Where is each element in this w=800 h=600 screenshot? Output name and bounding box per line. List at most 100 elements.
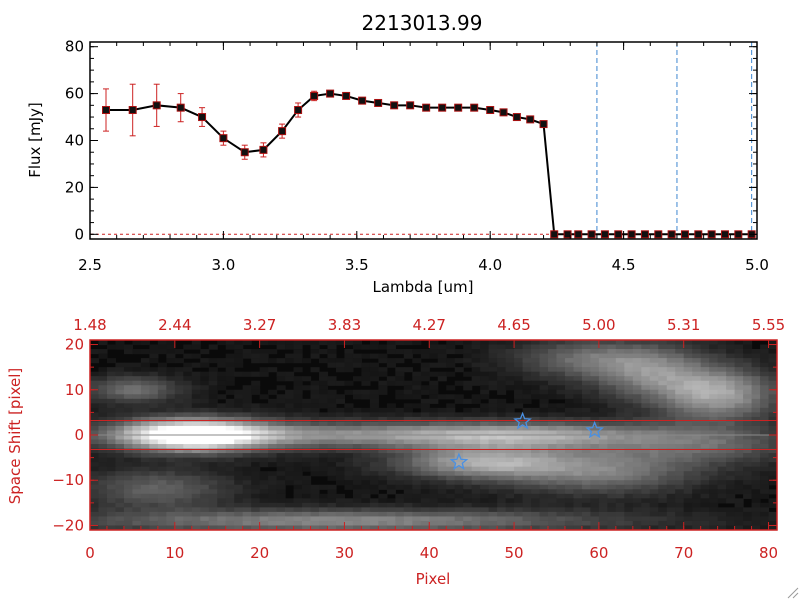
image-pixel: [302, 412, 312, 418]
image-pixel: [335, 425, 346, 432]
resize-grip-icon[interactable]: [787, 587, 799, 599]
image-pixel: [200, 489, 210, 495]
image-pixel: [310, 484, 320, 490]
image-pixel: [166, 448, 176, 454]
image-pixel: [378, 462, 388, 468]
image-pixel: [437, 475, 447, 481]
image-pixel: [293, 430, 303, 436]
image-pixel: [403, 475, 413, 481]
image-pixel: [403, 389, 413, 395]
image-pixel: [191, 353, 201, 359]
image-pixel: [709, 435, 719, 441]
image-pixel: [98, 462, 108, 468]
image-pixel: [743, 344, 753, 350]
image-pixel: [285, 525, 295, 530]
image-pixel: [395, 425, 405, 432]
image-pixel: [98, 511, 108, 518]
image-pixel: [649, 498, 659, 504]
image-pixel: [157, 416, 167, 423]
image-pixel: [429, 493, 439, 499]
image-pixel: [302, 385, 312, 391]
image-pixel: [598, 340, 608, 346]
image-pixel: [505, 430, 515, 436]
image-pixel: [692, 480, 702, 486]
image-pixel: [692, 493, 702, 499]
image-pixel: [598, 507, 608, 513]
image-pixel: [90, 416, 100, 423]
image-pixel: [768, 398, 777, 404]
image-pixel: [106, 421, 117, 427]
data-point: [734, 230, 743, 239]
data-point: [294, 106, 303, 115]
image-pixel: [285, 471, 295, 477]
image-pixel: [378, 520, 388, 527]
image-pixel: [624, 525, 634, 530]
image-pixel: [454, 394, 464, 400]
image-pixel: [200, 525, 210, 530]
image-pixel: [344, 403, 354, 409]
image-pixel: [259, 484, 269, 490]
image-pixel: [743, 484, 753, 490]
image-pixel: [361, 480, 371, 486]
image-pixel: [123, 453, 134, 459]
image-pixel: [649, 462, 659, 468]
image-pixel: [386, 502, 396, 508]
image-pixel: [344, 362, 354, 368]
image-pixel: [319, 457, 329, 463]
image-pixel: [573, 349, 583, 355]
image-pixel: [751, 493, 761, 499]
image-pixel: [420, 466, 430, 472]
image-pixel: [768, 453, 777, 459]
image-pixel: [717, 525, 727, 530]
image-pixel: [573, 398, 583, 404]
image-pixel: [149, 435, 159, 441]
image-pixel: [573, 516, 583, 522]
image-pixel: [123, 480, 134, 486]
image-pixel: [174, 462, 184, 468]
image-pixel: [352, 412, 363, 418]
image-pixel: [480, 484, 490, 490]
image-pixel: [734, 471, 744, 477]
image-pixel: [768, 520, 777, 527]
image-pixel: [234, 453, 244, 459]
image-pixel: [166, 394, 176, 400]
image-pixel: [242, 421, 252, 427]
image-pixel: [607, 430, 617, 436]
image-pixel: [369, 525, 379, 530]
image-pixel: [166, 466, 176, 472]
image-pixel: [90, 430, 100, 436]
image-pixel: [726, 435, 736, 441]
image-pixel: [709, 498, 719, 504]
image-pixel: [157, 403, 167, 409]
image-pixel: [429, 407, 439, 413]
image-pixel: [395, 376, 405, 382]
top-tick-label: 4.65: [497, 316, 530, 334]
image-pixel: [140, 358, 150, 364]
image-pixel: [632, 520, 642, 527]
image-pixel: [140, 394, 150, 400]
image-pixel: [743, 425, 753, 432]
image-pixel: [717, 421, 727, 427]
image-pixel: [302, 498, 312, 504]
image-pixel: [242, 502, 252, 508]
image-pixel: [692, 389, 702, 395]
image-pixel: [760, 525, 770, 530]
image-pixel: [564, 358, 575, 364]
image-pixel: [692, 444, 702, 450]
image-pixel: [217, 425, 227, 432]
image-pixel: [590, 466, 600, 472]
image-pixel: [98, 453, 108, 459]
image-pixel: [234, 416, 244, 423]
image-pixel: [632, 412, 642, 418]
image-pixel: [123, 407, 134, 413]
image-pixel: [675, 403, 685, 409]
image-pixel: [751, 480, 761, 486]
image-pixel: [378, 371, 388, 377]
image-pixel: [658, 471, 668, 477]
image-pixel: [327, 475, 337, 481]
image-pixel: [471, 525, 481, 530]
image-pixel: [302, 489, 312, 495]
image-pixel: [564, 371, 575, 377]
image-pixel: [743, 439, 753, 445]
image-pixel: [641, 416, 651, 423]
